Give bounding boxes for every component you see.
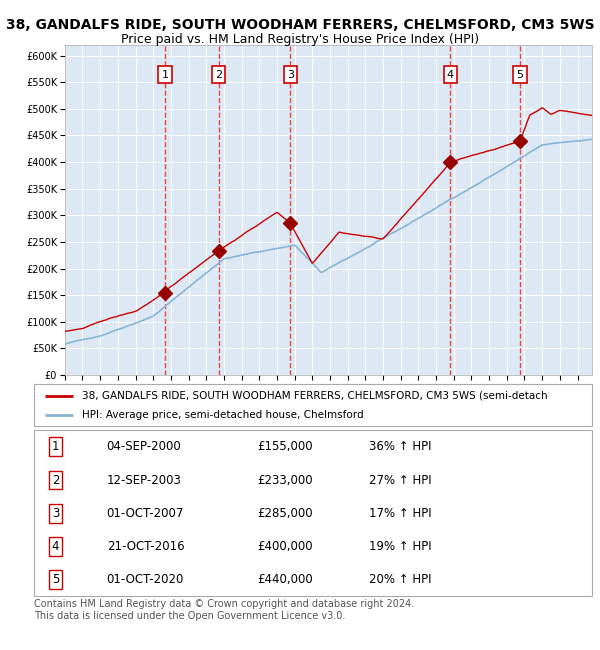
Text: Contains HM Land Registry data © Crown copyright and database right 2024.
This d: Contains HM Land Registry data © Crown c… [34,599,415,621]
Text: 36% ↑ HPI: 36% ↑ HPI [369,441,431,454]
Text: 17% ↑ HPI: 17% ↑ HPI [369,507,431,520]
Text: 2: 2 [52,473,59,486]
Text: 1: 1 [161,70,169,79]
Text: 5: 5 [517,70,524,79]
Text: 38, GANDALFS RIDE, SOUTH WOODHAM FERRERS, CHELMSFORD, CM3 5WS: 38, GANDALFS RIDE, SOUTH WOODHAM FERRERS… [5,18,595,32]
Text: 27% ↑ HPI: 27% ↑ HPI [369,473,431,486]
Text: £285,000: £285,000 [257,507,313,520]
Text: 21-OCT-2016: 21-OCT-2016 [107,540,184,552]
Text: £440,000: £440,000 [257,573,313,586]
Text: 5: 5 [52,573,59,586]
Text: 12-SEP-2003: 12-SEP-2003 [107,473,182,486]
Text: £155,000: £155,000 [257,441,313,454]
Text: 3: 3 [287,70,294,79]
Text: HPI: Average price, semi-detached house, Chelmsford: HPI: Average price, semi-detached house,… [82,410,363,420]
Text: 38, GANDALFS RIDE, SOUTH WOODHAM FERRERS, CHELMSFORD, CM3 5WS (semi-detach: 38, GANDALFS RIDE, SOUTH WOODHAM FERRERS… [82,391,547,400]
Text: 4: 4 [447,70,454,79]
Text: 01-OCT-2020: 01-OCT-2020 [107,573,184,586]
Text: £400,000: £400,000 [257,540,313,552]
Text: 04-SEP-2000: 04-SEP-2000 [107,441,181,454]
Text: 20% ↑ HPI: 20% ↑ HPI [369,573,431,586]
Text: 2: 2 [215,70,222,79]
FancyBboxPatch shape [34,430,592,596]
Text: Price paid vs. HM Land Registry's House Price Index (HPI): Price paid vs. HM Land Registry's House … [121,32,479,46]
Text: 1: 1 [52,441,59,454]
Text: 4: 4 [52,540,59,552]
Text: £233,000: £233,000 [257,473,313,486]
Text: 3: 3 [52,507,59,520]
Text: 19% ↑ HPI: 19% ↑ HPI [369,540,431,552]
Text: 01-OCT-2007: 01-OCT-2007 [107,507,184,520]
FancyBboxPatch shape [34,384,592,426]
